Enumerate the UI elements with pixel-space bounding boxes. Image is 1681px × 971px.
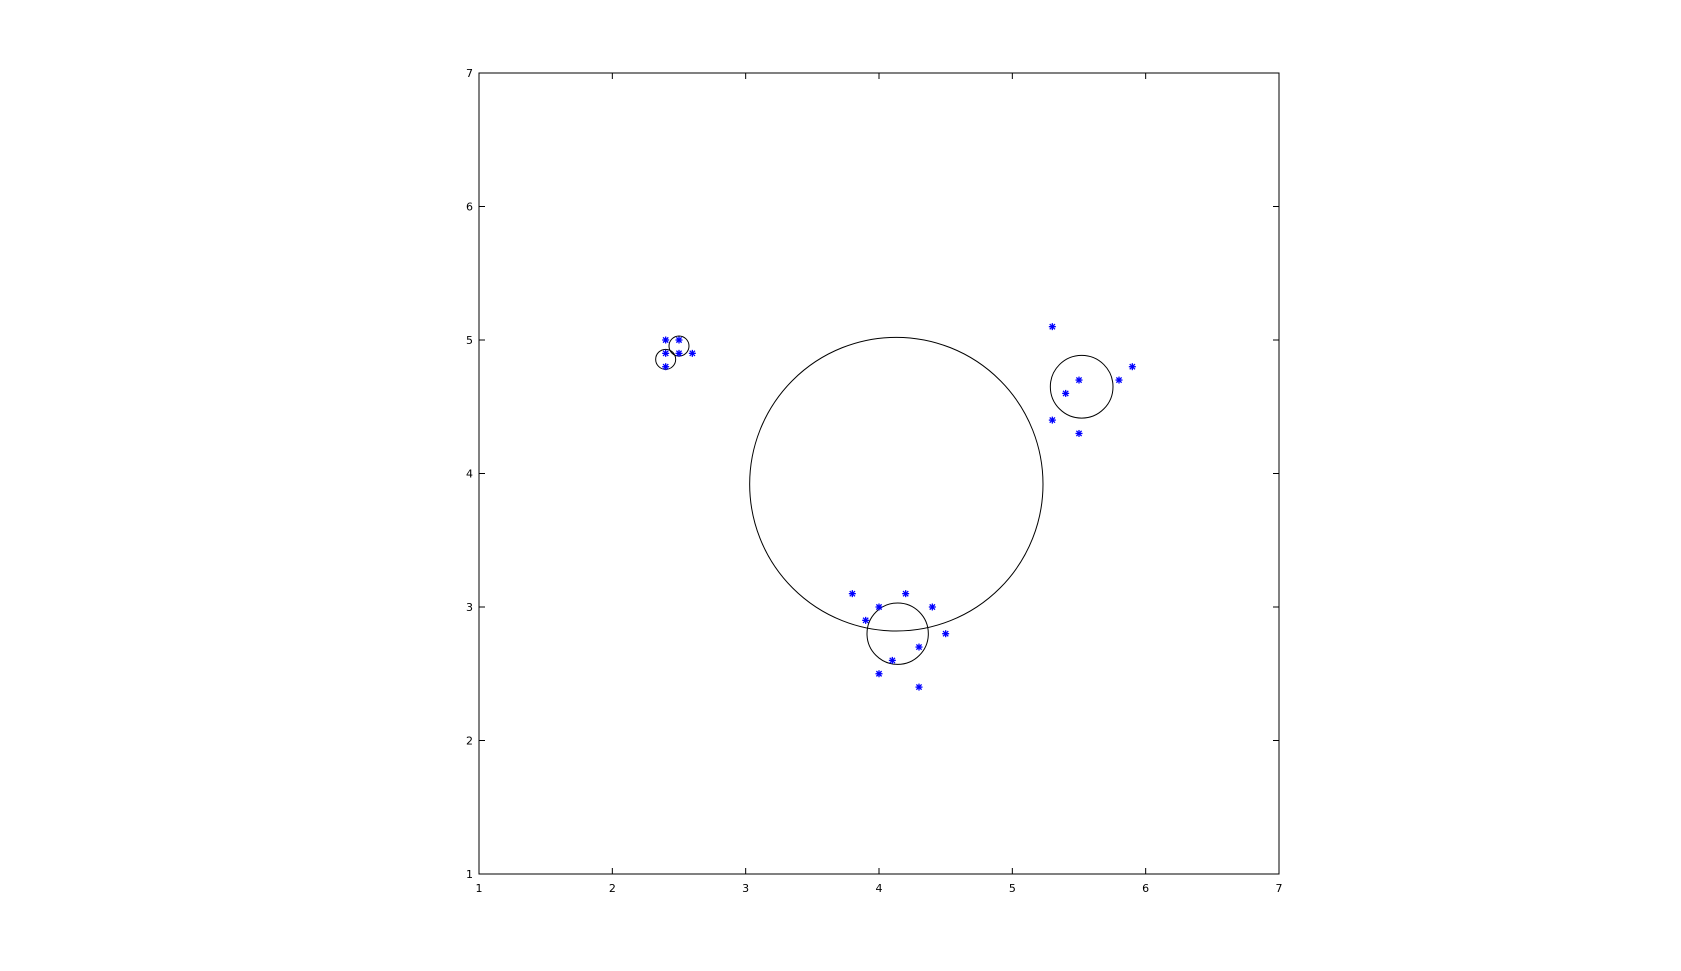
data-point	[1062, 389, 1070, 397]
y-tick-label: 5	[466, 334, 473, 347]
data-point	[915, 643, 923, 651]
x-tick-labels: 1 2 3 4 5 6 7	[476, 882, 1283, 895]
data-point	[902, 590, 910, 598]
y-tick-label: 3	[466, 601, 473, 614]
data-point	[942, 630, 950, 638]
data-point	[928, 603, 936, 611]
data-point	[888, 656, 896, 664]
data-point	[915, 683, 923, 691]
data-point	[662, 349, 670, 357]
x-tick-label: 6	[1142, 882, 1149, 895]
axis-ticks	[478, 72, 1280, 875]
x-tick-label: 2	[609, 882, 616, 895]
data-point	[675, 349, 683, 357]
data-point	[1075, 429, 1083, 437]
data-point	[688, 349, 696, 357]
data-point	[662, 363, 670, 371]
cluster-circle	[866, 602, 929, 665]
y-tick-label: 2	[466, 735, 473, 748]
data-point	[675, 336, 683, 344]
data-point	[662, 336, 670, 344]
y-tick-label: 6	[466, 201, 473, 214]
data-point	[848, 590, 856, 598]
x-tick-label: 3	[742, 882, 749, 895]
y-tick-labels: 1 2 3 4 5 6 7	[466, 67, 473, 881]
cluster-circle	[1049, 354, 1114, 419]
x-tick-label: 1	[476, 882, 483, 895]
x-tick-label: 7	[1276, 882, 1283, 895]
x-tick-label: 4	[876, 882, 883, 895]
data-point	[1048, 323, 1056, 331]
data-point	[1128, 363, 1136, 371]
data-point	[875, 670, 883, 678]
data-point	[1075, 376, 1083, 384]
y-tick-label: 1	[466, 868, 473, 881]
y-tick-label: 4	[466, 468, 473, 481]
data-point	[875, 603, 883, 611]
data-point	[862, 616, 870, 624]
plot-frame	[478, 72, 1280, 875]
data-point	[1048, 416, 1056, 424]
data-point	[1115, 376, 1123, 384]
cluster-circle	[749, 336, 1044, 632]
y-tick-label: 7	[466, 67, 473, 80]
data-points	[662, 323, 1136, 691]
plot-axes: 1 2 3 4 5 6 7 1 2 3 4 5 6 7	[466, 67, 1283, 895]
x-tick-label: 5	[1009, 882, 1016, 895]
